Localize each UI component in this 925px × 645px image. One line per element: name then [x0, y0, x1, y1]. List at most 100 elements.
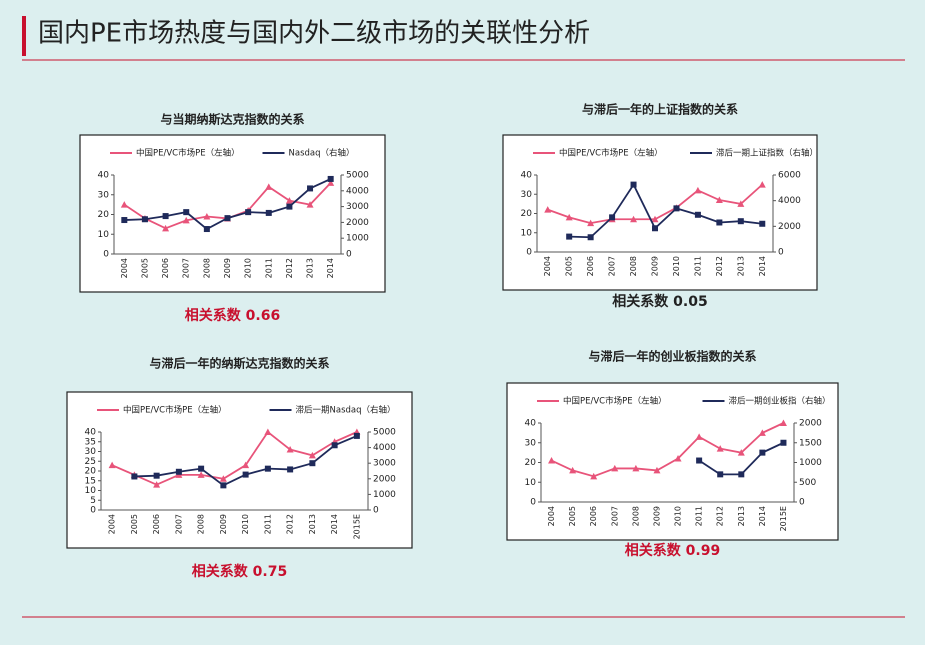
- marker: [162, 224, 170, 232]
- marker: [758, 429, 766, 436]
- marker: [131, 473, 138, 480]
- marker: [327, 179, 335, 186]
- y2-tick-label: 5000: [346, 171, 369, 181]
- y-tick-label: 40: [525, 419, 537, 429]
- marker: [737, 218, 744, 225]
- y2-tick-label: 5000: [373, 428, 396, 438]
- y2-tick-label: 0: [799, 498, 805, 508]
- marker: [197, 471, 205, 478]
- marker: [153, 472, 160, 479]
- x-tick-label: 2009: [223, 258, 232, 278]
- y-tick-label: 10: [85, 486, 97, 496]
- marker: [695, 433, 703, 440]
- marker: [569, 466, 577, 474]
- marker: [544, 206, 552, 213]
- x-tick-label: 2009: [652, 506, 661, 526]
- x-tick-label: 2004: [108, 514, 117, 534]
- marker: [737, 200, 745, 207]
- x-tick-label: 2011: [693, 256, 702, 276]
- y-tick-label: 40: [85, 428, 97, 438]
- marker: [242, 471, 249, 478]
- y-tick-label: 20: [525, 458, 537, 468]
- y-tick-label: 5: [90, 496, 96, 506]
- marker: [759, 449, 766, 456]
- marker: [716, 219, 723, 226]
- x-tick-label: 2007: [610, 506, 619, 526]
- marker: [220, 482, 227, 489]
- marker: [716, 445, 724, 452]
- marker: [779, 419, 787, 426]
- y-tick-label: 0: [90, 506, 96, 516]
- series-line: [551, 422, 784, 478]
- annotation: 相关系数 0.75: [192, 563, 287, 580]
- x-tick-label: 2013: [306, 258, 315, 278]
- y2-tick-label: 6000: [778, 171, 801, 181]
- y-tick-label: 35: [85, 437, 96, 447]
- x-tick-label: 2004: [120, 258, 129, 278]
- y-tick-label: 30: [98, 190, 110, 200]
- marker: [694, 186, 702, 194]
- marker: [587, 219, 595, 227]
- marker: [674, 455, 682, 462]
- x-tick-label: 2012: [715, 256, 724, 276]
- x-tick-label: 2011: [263, 514, 272, 534]
- y2-tick-label: 0: [373, 506, 379, 516]
- y2-tick-label: 1500: [799, 438, 822, 448]
- y-tick-label: 10: [525, 478, 537, 488]
- y-tick-label: 10: [521, 228, 533, 238]
- marker: [565, 213, 573, 221]
- legend-label: 中国PE/VC市场PE（左轴）: [563, 396, 667, 407]
- x-tick-label: 2006: [161, 258, 170, 278]
- x-tick-label: 2012: [286, 514, 295, 534]
- y-tick-label: 20: [85, 467, 97, 477]
- marker: [285, 197, 293, 204]
- marker: [264, 465, 271, 472]
- marker: [182, 216, 190, 224]
- x-tick-label: 2007: [182, 258, 191, 278]
- marker: [307, 185, 314, 192]
- legend-label: 滞后一期上证指数（右轴）: [716, 148, 818, 159]
- x-tick-label: 2014: [326, 258, 335, 278]
- x-tick-label: 2005: [130, 514, 139, 534]
- annotation: 相关系数 0.05: [612, 293, 707, 310]
- y2-tick-label: 2000: [346, 218, 369, 228]
- marker: [203, 212, 211, 220]
- marker: [353, 432, 360, 439]
- y2-tick-label: 2000: [373, 474, 396, 484]
- x-tick-label: 2010: [672, 256, 681, 276]
- y-tick-label: 0: [526, 248, 532, 258]
- marker: [587, 234, 594, 241]
- series-line: [111, 430, 358, 486]
- marker: [652, 225, 658, 232]
- y2-tick-label: 2000: [778, 222, 801, 232]
- y-tick-label: 30: [525, 438, 537, 448]
- x-tick-label: 2013: [308, 514, 317, 534]
- y2-tick-label: 4000: [346, 186, 369, 196]
- x-tick-label: 2012: [716, 506, 725, 526]
- marker: [548, 457, 556, 464]
- marker: [715, 196, 723, 204]
- y2-tick-label: 0: [778, 248, 784, 258]
- x-tick-label: 2009: [651, 256, 660, 276]
- marker: [245, 209, 252, 216]
- x-tick-label: 2013: [736, 256, 745, 276]
- marker: [108, 461, 116, 469]
- x-tick-label: 2010: [244, 258, 253, 278]
- marker: [242, 461, 250, 469]
- y-tick-label: 0: [530, 498, 536, 508]
- x-tick-label: 2014: [758, 506, 767, 526]
- y-tick-label: 40: [521, 171, 533, 181]
- marker: [738, 471, 745, 478]
- x-tick-label: 2015E: [352, 514, 361, 539]
- x-tick-label: 2013: [737, 506, 746, 526]
- x-tick-label: 2015E: [779, 506, 788, 531]
- x-tick-label: 2014: [758, 256, 767, 276]
- marker: [162, 213, 169, 220]
- marker: [198, 465, 205, 472]
- marker: [286, 203, 293, 210]
- x-tick-label: 2005: [565, 256, 574, 276]
- marker: [120, 201, 128, 208]
- x-tick-label: 2007: [174, 514, 183, 534]
- marker: [203, 226, 210, 233]
- annotation: 相关系数 0.99: [625, 542, 720, 559]
